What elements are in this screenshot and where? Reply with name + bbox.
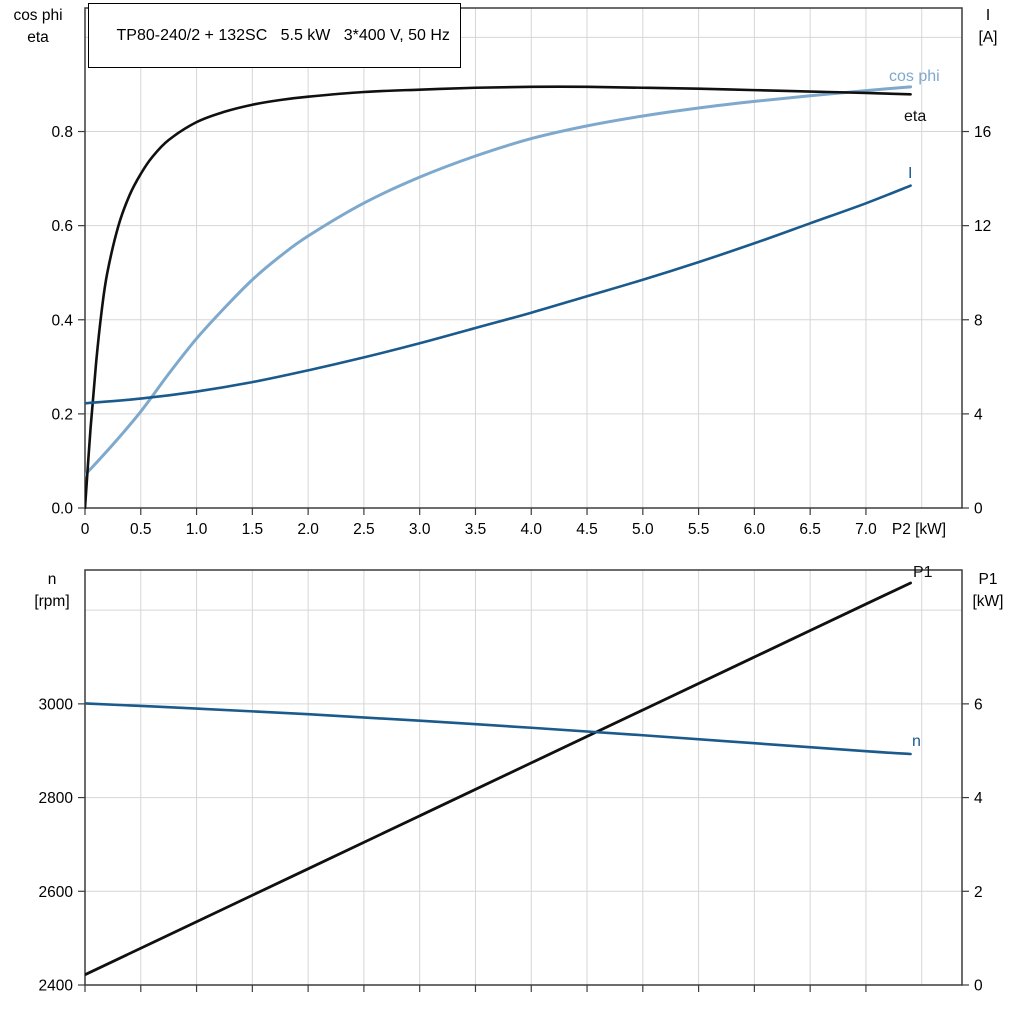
x-tick-label: 0 [81,521,90,538]
y-left-tick-label: 0.6 [51,218,73,235]
y-left-tick-label: 0.4 [51,312,73,329]
axes: 0.0 0.2 0.4 0.6 0.8 0 4 8 12 16 0 0.5 1.0 1.5 2.0 2.5 3.… [13,7,997,538]
chart-motor-curves-top: 0.0 0.2 0.4 0.6 0.8 0 4 8 12 16 0 0.5 1.0 1.5 2.0 2.5 3.… [13,7,997,538]
x-axis-label: P2 [kW] [892,521,946,538]
x-tick-label: 4.5 [576,521,598,538]
curve-label-eta: eta [904,108,926,125]
y-left-tick-label: 2400 [39,978,74,995]
x-tick-label: 2.0 [297,521,319,538]
y-right-axis-title: I [986,7,990,24]
x-tick-label: 3.5 [465,521,487,538]
y-left-tick-label: 2600 [39,884,74,901]
y-right-tick-label: 16 [974,124,991,141]
x-tick-label: 7.0 [855,521,877,538]
plot-frame [84,7,963,509]
y-left-tick-label: 3000 [39,696,74,713]
y-right-axis-title: [kW] [973,593,1004,610]
y-left-tick-label: 0.8 [51,124,73,141]
curve-label-cos-phi: cos phi [889,68,940,85]
curve-label-P1: P1 [913,564,933,581]
y-left-tick-label: 0.2 [51,406,73,423]
y-right-tick-label: 12 [974,218,991,235]
x-tick-label: 0.5 [130,521,152,538]
y-left-axis-title: cos phi [13,7,62,24]
y-right-axis-title: P1 [979,571,998,588]
x-tick-label: 5.5 [688,521,710,538]
y-right-tick-label: 0 [974,978,983,995]
chart-title: TP80-240/2 + 132SC 5.5 kW 3*400 V, 50 Hz [116,27,450,44]
curve-eta [85,85,912,509]
x-tick-label: 6.5 [799,521,821,538]
y-left-tick-label: 2800 [39,790,74,807]
x-tick-label: 5.0 [632,521,654,538]
x-tick-label: 2.5 [353,521,375,538]
axes: 2400 2600 2800 3000 0 2 4 6 n [rpm] P1 [kW] [34,571,1003,995]
x-tick-label: 1.5 [242,521,264,538]
plot-frame [84,569,963,986]
y-left-axis-title: [rpm] [34,593,69,610]
x-tick-label: 6.0 [744,521,766,538]
curve-label-I: I [908,165,912,182]
curve-P1 [85,581,912,977]
y-left-axis-title: n [48,571,57,588]
x-tick-label: 4.0 [520,521,542,538]
curve-I [85,184,912,405]
y-left-tick-label: 0.0 [51,501,73,518]
x-tick-label: 3.0 [409,521,431,538]
curve-label-n: n [912,733,921,750]
chart-motor-curves-bottom: 2400 2600 2800 3000 0 2 4 6 n [rpm] P1 [kW] P1 n [34,564,1003,995]
gridlines [85,8,962,508]
curve-n [85,702,912,756]
curve-cos-phi [85,85,913,477]
y-right-tick-label: 8 [974,312,983,329]
y-right-tick-label: 4 [974,406,983,423]
gridlines [85,570,962,985]
y-right-tick-label: 0 [974,501,983,518]
chart-title-box: TP80-240/2 + 132SC 5.5 kW 3*400 V, 50 Hz [88,3,461,68]
y-right-tick-label: 2 [974,884,983,901]
x-tick-label: 1.0 [186,521,208,538]
curves [85,85,913,509]
y-right-tick-label: 4 [974,790,983,807]
y-right-tick-label: 6 [974,696,983,713]
curves [85,581,912,977]
y-right-axis-title: [A] [979,29,998,46]
y-left-axis-title: eta [27,29,49,46]
